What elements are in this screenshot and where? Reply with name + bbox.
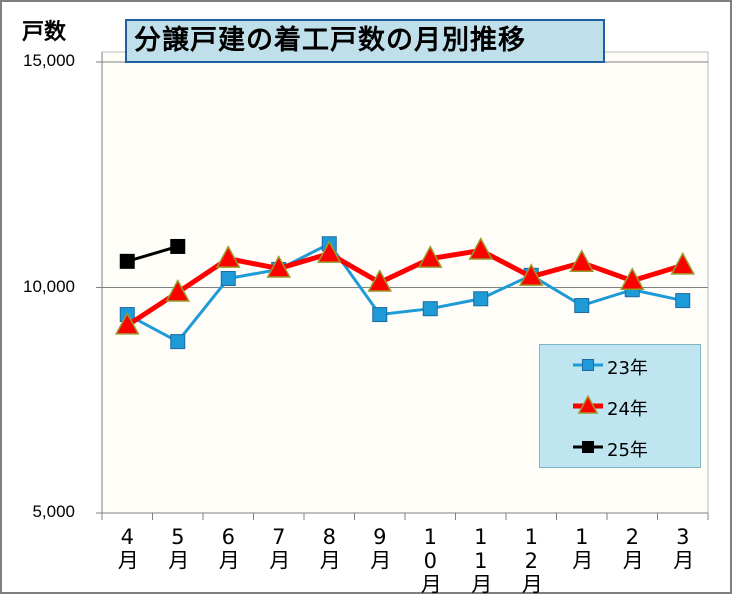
x-tick-label: 3月 <box>670 525 695 570</box>
legend-marker-25年 <box>582 441 594 453</box>
data-point-24年-11月 <box>468 237 494 260</box>
x-tick-label: 12月 <box>519 525 544 594</box>
y-tick-10000: 10,000 <box>23 277 75 296</box>
data-point-24年-6月 <box>215 245 241 268</box>
data-point-23年-1月 <box>574 298 590 314</box>
data-point-24年-4月 <box>114 311 140 335</box>
data-point-24年-8月 <box>316 240 342 263</box>
data-point-25年-4月 <box>119 253 135 269</box>
x-tick-label: 4月 <box>115 525 140 570</box>
data-point-24年-5月 <box>165 278 191 302</box>
x-tick-label: 6月 <box>216 525 241 570</box>
data-point-24年-3月 <box>670 251 696 275</box>
series-line-25年 <box>126 245 179 263</box>
x-tick-label: 9月 <box>367 525 392 570</box>
x-tick-label: 5月 <box>165 525 190 570</box>
data-point-23年-5月 <box>170 334 186 350</box>
data-point-24年-9月 <box>367 269 393 292</box>
x-tick-label: 7月 <box>266 525 291 570</box>
data-point-24年-1月 <box>569 249 595 272</box>
x-tick-label: 2月 <box>620 525 645 570</box>
data-point-23年-6月 <box>220 270 236 286</box>
x-tick-label: 10月 <box>418 525 443 594</box>
y-axis-label: 戸数 <box>22 20 67 45</box>
legend-marker-24年 <box>577 394 599 414</box>
data-point-24年-7月 <box>266 255 292 278</box>
legend-marker-23年 <box>582 359 594 371</box>
y-tick-5000: 5,000 <box>32 502 75 521</box>
x-tick-label: 1月 <box>569 525 594 570</box>
data-point-23年-11月 <box>473 291 489 307</box>
data-point-24年-12月 <box>518 263 544 286</box>
data-point-24年-10月 <box>417 245 443 268</box>
legend: 23年 24年 25年 <box>539 344 701 468</box>
legend-label-25: 25年 <box>607 440 648 461</box>
series-line-23年 <box>126 241 684 344</box>
data-point-23年-3月 <box>675 293 691 309</box>
data-point-24年-2月 <box>619 267 645 290</box>
data-point-25年-5月 <box>170 238 186 254</box>
legend-label-24: 24年 <box>607 399 648 420</box>
y-tick-15000: 15,000 <box>23 51 75 70</box>
chart-title: 分譲戸建の着工戸数の月別推移 <box>125 19 605 63</box>
x-tick-label: 8月 <box>317 525 342 570</box>
data-point-23年-9月 <box>372 307 388 323</box>
x-tick-label: 11月 <box>468 525 493 594</box>
legend-label-23: 23年 <box>607 358 648 379</box>
data-point-23年-10月 <box>422 301 438 317</box>
